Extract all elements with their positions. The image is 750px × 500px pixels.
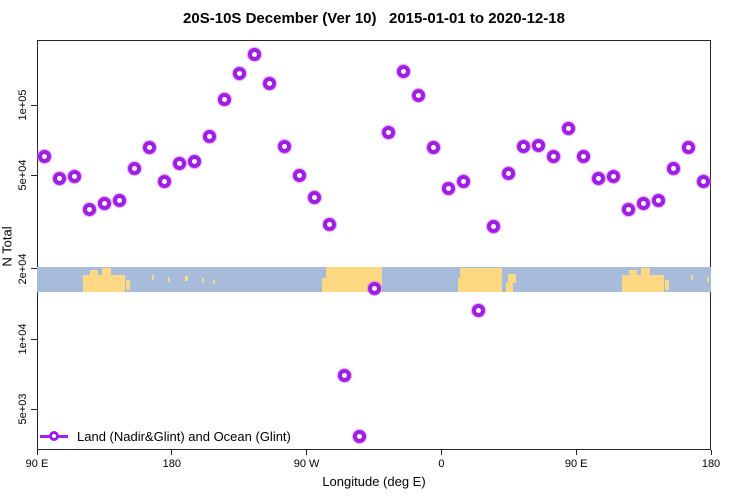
land-ocean-map-band xyxy=(37,267,711,292)
land-patch xyxy=(102,268,112,276)
data-point-marker xyxy=(247,47,261,61)
x-axis-title: Longitude (deg E) xyxy=(322,474,426,489)
land-patch xyxy=(690,274,693,280)
data-point-marker xyxy=(487,219,501,233)
plot-area xyxy=(37,40,711,450)
data-point-marker xyxy=(232,66,246,80)
data-point-marker xyxy=(292,168,306,182)
x-tick-label: 90 E xyxy=(25,458,49,470)
data-point-marker xyxy=(592,171,606,185)
land-patch xyxy=(168,276,171,282)
legend-key xyxy=(40,429,68,443)
x-tick-mark xyxy=(306,450,308,455)
data-point-marker xyxy=(637,196,651,210)
data-point-marker xyxy=(622,202,636,216)
x-tick-label: 0 xyxy=(438,458,445,470)
data-point-marker xyxy=(412,88,426,102)
legend-label: Land (Nadir&Glint) and Ocean (Glint) xyxy=(77,428,291,444)
land-patch xyxy=(185,275,188,281)
legend-circle-marker-icon xyxy=(49,431,59,441)
data-point-marker xyxy=(52,171,66,185)
data-point-marker xyxy=(652,194,666,208)
land-patch xyxy=(665,279,670,290)
land-patch xyxy=(459,268,502,292)
data-point-marker xyxy=(667,162,681,176)
land-patch xyxy=(457,278,460,292)
data-point-marker xyxy=(187,154,201,168)
land-patch xyxy=(90,269,98,276)
data-point-marker xyxy=(382,126,396,140)
data-point-marker xyxy=(262,76,276,90)
y-tick-label: 1e+05 xyxy=(17,89,29,121)
y-tick-mark xyxy=(31,408,37,410)
data-point-marker xyxy=(442,182,456,196)
data-point-marker xyxy=(577,150,591,164)
data-point-marker xyxy=(127,162,141,176)
chart-title: 20S-10S December (Ver 10) 2015-01-01 to … xyxy=(183,10,565,27)
land-patch xyxy=(322,278,327,292)
x-tick-mark xyxy=(36,450,38,455)
data-point-marker xyxy=(307,190,321,204)
x-tick-label: 180 xyxy=(162,458,181,470)
data-point-marker xyxy=(97,196,111,210)
data-point-marker xyxy=(457,175,471,189)
y-tick-mark xyxy=(31,268,37,270)
y-tick-mark xyxy=(31,338,37,340)
land-patch xyxy=(151,274,154,280)
data-point-marker xyxy=(82,202,96,216)
legend: Land (Nadir&Glint) and Ocean (Glint) xyxy=(40,428,291,444)
data-point-marker xyxy=(172,156,186,170)
land-patch xyxy=(201,278,204,284)
y-tick-label: 5e+03 xyxy=(17,393,29,425)
data-point-marker xyxy=(157,175,171,189)
land-patch xyxy=(508,274,516,283)
data-point-marker xyxy=(502,166,516,180)
data-point-marker xyxy=(202,130,216,144)
data-point-marker xyxy=(217,92,231,106)
data-point-marker xyxy=(352,429,366,443)
y-axis-title: N Total xyxy=(0,226,15,267)
x-tick-mark xyxy=(710,450,712,455)
data-point-marker xyxy=(547,149,561,163)
land-patch xyxy=(212,279,216,284)
data-point-marker xyxy=(322,217,336,231)
land-patch xyxy=(629,269,637,276)
x-tick-label: 180 xyxy=(701,458,721,470)
y-tick-mark xyxy=(31,104,37,106)
y-tick-mark xyxy=(31,174,37,176)
land-patch xyxy=(83,275,125,292)
land-patch xyxy=(641,268,651,276)
data-point-marker xyxy=(142,140,156,154)
data-point-marker xyxy=(532,138,546,152)
land-patch xyxy=(622,275,664,292)
data-point-marker xyxy=(607,170,621,184)
data-point-marker xyxy=(112,194,126,208)
x-tick-mark xyxy=(440,450,442,455)
data-point-marker xyxy=(562,122,576,136)
x-tick-label: 90 W xyxy=(293,458,320,470)
data-point-marker xyxy=(697,175,710,189)
land-patch xyxy=(505,281,513,292)
y-tick-label: 2e+04 xyxy=(17,253,29,284)
data-point-marker xyxy=(472,304,486,318)
x-tick-mark xyxy=(171,450,173,455)
y-tick-label: 5e+04 xyxy=(17,159,29,191)
data-point-marker xyxy=(427,141,441,155)
y-tick-label: 1e+04 xyxy=(17,323,29,355)
data-point-marker xyxy=(517,139,531,153)
land-patch xyxy=(126,279,130,290)
data-point-marker xyxy=(277,139,291,153)
data-point-marker xyxy=(397,65,411,79)
data-point-marker xyxy=(682,140,696,154)
land-patch xyxy=(707,276,710,282)
x-tick-mark xyxy=(575,450,577,455)
data-point-marker xyxy=(367,282,381,296)
data-point-marker xyxy=(337,368,351,382)
data-point-marker xyxy=(67,170,81,184)
data-point-marker xyxy=(37,150,51,164)
x-tick-label: 90 E xyxy=(564,458,588,470)
